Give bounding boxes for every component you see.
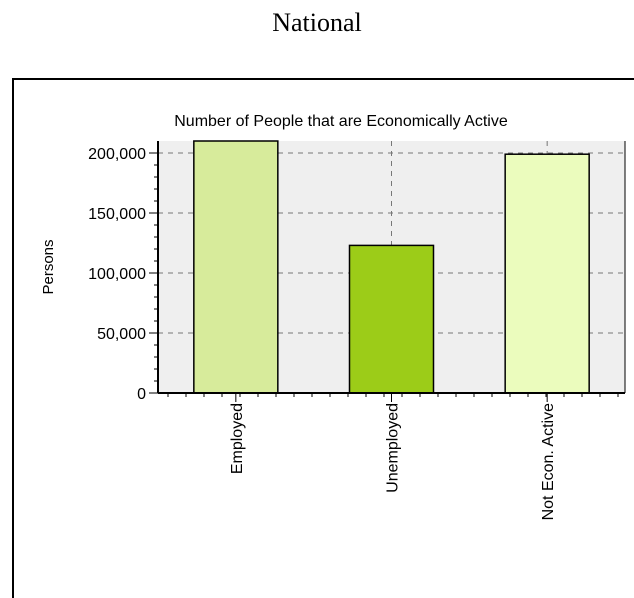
x-tick-label: Unemployed (385, 403, 402, 493)
bar-chart: Number of People that are Economically A… (40, 113, 626, 520)
bar-employed (193, 140, 279, 394)
x-tick-label: Not Econ. Active (540, 403, 557, 520)
y-axis-label: Persons (40, 239, 57, 294)
bar-unemployed (348, 244, 435, 394)
y-tick-label: 50,000 (97, 326, 146, 343)
y-tick-label: 100,000 (88, 266, 146, 283)
chart-title: Number of People that are Economically A… (174, 113, 508, 130)
page-heading: National (272, 8, 362, 37)
x-tick-label: Employed (229, 403, 246, 474)
labels: 0 50,000 100,000 150,000 200,000 Employed Unem… (88, 146, 557, 520)
bars (193, 140, 590, 394)
axes (149, 141, 626, 402)
y-tick-label: 0 (137, 386, 146, 403)
y-tick-label: 150,000 (88, 206, 146, 223)
bar-not-econ-active (504, 153, 590, 394)
y-tick-label: 200,000 (88, 146, 146, 163)
